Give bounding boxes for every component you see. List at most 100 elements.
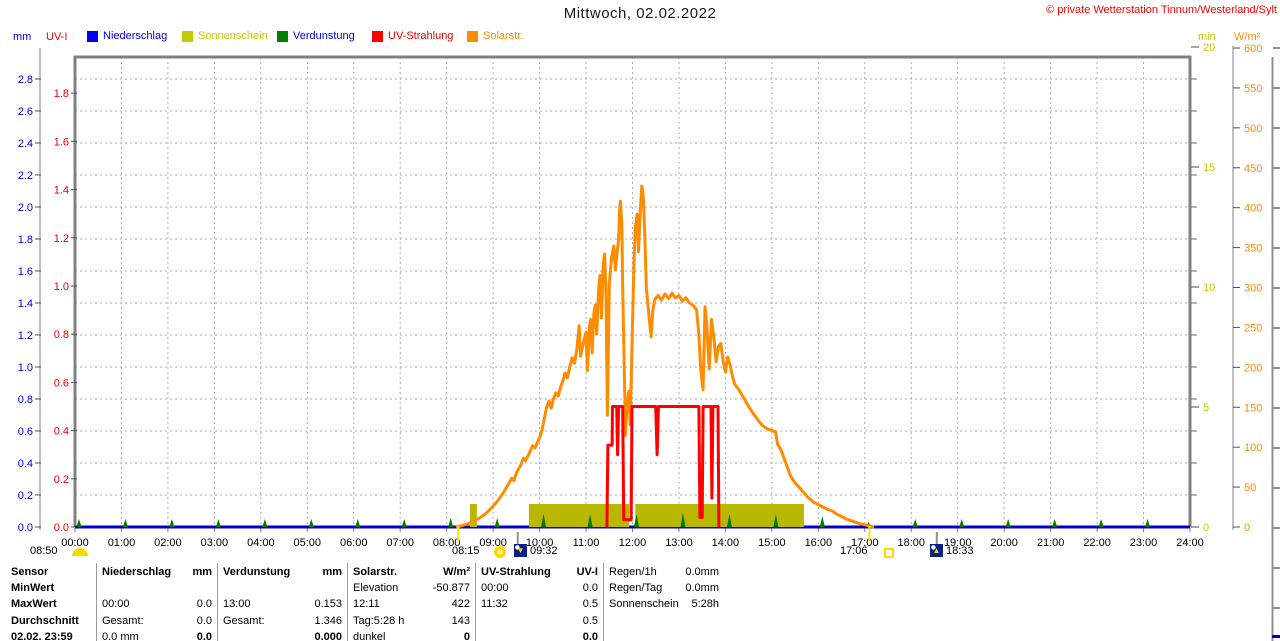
legend-swatch <box>87 30 98 42</box>
legend-label: Solarstr. <box>483 30 524 42</box>
table-row: 0.0 mm 0.0 <box>102 629 212 641</box>
table-row: 12:11 422 <box>353 596 470 612</box>
table-row: 13:00 0.153 <box>223 596 342 612</box>
svg-text:250: 250 <box>1244 322 1262 334</box>
svg-text:2.4: 2.4 <box>18 138 33 150</box>
svg-text:1.2: 1.2 <box>54 233 69 245</box>
svg-text:0.2: 0.2 <box>18 490 33 502</box>
svg-text:15: 15 <box>1203 162 1215 174</box>
svg-text:20:00: 20:00 <box>990 537 1018 549</box>
table-row: Verdunstung mm <box>223 564 342 580</box>
svg-text:500: 500 <box>1244 123 1262 135</box>
axis-uvi: 0.0 0.2 0.4 0.6 0.8 1.0 1.2 1.4 1.6 1.8 <box>54 88 77 534</box>
table-cell: Sensor <box>11 566 49 579</box>
table-row: 0.0 <box>481 629 598 641</box>
copyright-note: © private Wetterstation Tinnum/Westerlan… <box>1046 4 1277 16</box>
table-cell: 12:11 <box>353 598 380 611</box>
sunset-time-label: 17:06 <box>840 545 868 557</box>
svg-text:0.0: 0.0 <box>18 522 33 534</box>
legend-label: Verdunstung <box>293 30 355 42</box>
table-cell: Gesamt: <box>102 614 144 627</box>
axis-wm2: 0 50 100 150 200 250 300 350 400 450 500 550 600 <box>1233 43 1262 534</box>
svg-text:01:00: 01:00 <box>108 537 136 549</box>
svg-text:11:00: 11:00 <box>573 537 600 549</box>
legend-item-verdunstung: Verdunstung <box>277 30 372 42</box>
axis-unit-uvi: UV-I <box>46 31 68 43</box>
svg-text:300: 300 <box>1244 283 1262 295</box>
table-cell: UV-Strahlung <box>481 566 551 579</box>
table-cell: Tag:5:28 h <box>353 614 405 627</box>
legend-swatch <box>277 30 288 42</box>
svg-text:1.4: 1.4 <box>18 298 33 310</box>
moonrise-icon: ▲ <box>930 544 943 557</box>
svg-text:07:00: 07:00 <box>386 537 414 549</box>
svg-text:0: 0 <box>1203 522 1209 534</box>
table-row: Niederschlag mm <box>102 564 212 580</box>
axis-min: 0 5 10 15 20 <box>1191 42 1215 534</box>
svg-text:19:00: 19:00 <box>944 537 972 549</box>
table-cell-value: -50.877 <box>432 582 470 595</box>
legend-swatch <box>467 30 478 42</box>
svg-text:17:00: 17:00 <box>851 537 879 549</box>
table-row: 02.02. 23:59 <box>11 629 91 641</box>
svg-text:2.2: 2.2 <box>18 170 33 182</box>
table-column-solarstr: Solarstr. W/m² Elevation -50.877 12:11 422 Tag… <box>347 563 475 641</box>
svg-text:350: 350 <box>1244 243 1262 255</box>
table-row: 00:00 0.0 <box>481 580 598 596</box>
legend-item-sonnenschein: Sonnenschein <box>182 30 277 42</box>
x-axis-labels: 00:00 01:00 02:00 03:00 04:00 05:00 06:00 07:00… <box>61 528 1204 549</box>
legend-item-niederschlag: Niederschlag <box>87 30 182 42</box>
svg-text:1.4: 1.4 <box>54 185 69 197</box>
svg-text:50: 50 <box>1244 482 1256 494</box>
svg-text:08:00: 08:00 <box>433 537 461 549</box>
svg-text:0.4: 0.4 <box>18 458 33 470</box>
table-row: Solarstr. W/m² <box>353 564 470 580</box>
legend-swatch <box>372 30 383 42</box>
table-cell: Niederschlag <box>102 566 172 579</box>
svg-text:00:00: 00:00 <box>61 537 89 549</box>
svg-text:24:00: 24:00 <box>1176 537 1204 549</box>
table-cell: Regen/1h <box>609 566 657 579</box>
svg-text:150: 150 <box>1244 402 1262 414</box>
table-column-uvstrahlung: UV-Strahlung UV-I 00:00 0.0 11:32 0.5 0.5 0.0 <box>475 563 603 641</box>
svg-text:12:00: 12:00 <box>619 537 647 549</box>
table-cell-value: 0.0 <box>582 582 598 595</box>
svg-text:100: 100 <box>1244 442 1262 454</box>
table-row: dunkel 0 <box>353 629 470 641</box>
svg-text:0.0: 0.0 <box>54 522 69 534</box>
table-cell: 11:32 <box>481 598 508 611</box>
legend-item-uvstrahlung: UV-Strahlung <box>372 30 467 42</box>
svg-text:1.0: 1.0 <box>18 362 33 374</box>
table-cell: Gesamt: <box>223 614 265 627</box>
table-row: Gesamt: 0.0 <box>102 613 212 629</box>
moonset-icon: ▼ <box>514 544 527 557</box>
table-row: 0.000 <box>223 629 342 641</box>
series-verdunstung <box>76 512 1151 527</box>
page-title: Mittwoch, 02.02.2022 <box>563 5 717 22</box>
table-cell-value: 0.0 <box>196 630 212 641</box>
table-cell: 02.02. 23:59 <box>11 630 73 641</box>
next-chart-fragment <box>1271 47 1280 641</box>
legend: Niederschlag Sonnenschein Verdunstung UV-St… <box>87 30 562 42</box>
moonrise-time-label: 18:33 <box>946 545 974 557</box>
table-cell-value: 0.0 <box>196 614 212 627</box>
svg-text:1.8: 1.8 <box>54 88 69 100</box>
table-column-niederschlag: Niederschlag mm 00:00 0.0 Gesamt: 0.0 0.0 mm 0.… <box>96 563 217 641</box>
table-cell-value: 1.346 <box>314 614 342 627</box>
moonset-time-label: 09:32 <box>530 545 558 557</box>
table-column-sensor: Sensor MinWert MaxWert Durchschnitt 02.02. 2… <box>6 563 96 641</box>
svg-text:18:00: 18:00 <box>897 537 925 549</box>
table-row: MinWert <box>11 580 91 596</box>
plot-frame <box>73 55 1192 527</box>
svg-text:14:00: 14:00 <box>712 537 740 549</box>
svg-text:550: 550 <box>1244 83 1262 95</box>
table-row <box>609 613 719 629</box>
table-column-regen1h: Regen/1h 0.0mm Regen/Tag 0.0mm Sonnenschein 5… <box>603 563 724 641</box>
svg-text:10: 10 <box>1203 282 1215 294</box>
svg-text:1.6: 1.6 <box>54 136 69 148</box>
legend-item-solarstr: Solarstr. <box>467 30 562 42</box>
table-cell-value: UV-I <box>576 566 598 579</box>
svg-text:03:00: 03:00 <box>201 537 229 549</box>
table-row: Elevation -50.877 <box>353 580 470 596</box>
legend-label: Sonnenschein <box>198 30 268 42</box>
